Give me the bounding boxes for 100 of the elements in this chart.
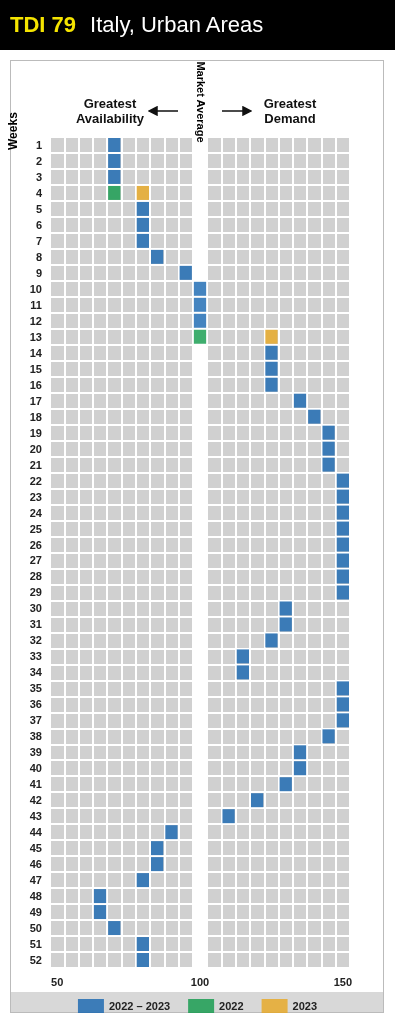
y-tick-label: 4 <box>35 186 43 199</box>
point <box>165 825 178 840</box>
point <box>136 873 149 888</box>
legend-label: 2022 <box>219 1000 244 1012</box>
point <box>236 665 249 680</box>
point <box>193 313 207 328</box>
y-tick-label: 13 <box>29 330 42 343</box>
y-tick-label: 27 <box>29 554 42 567</box>
point <box>336 473 349 488</box>
point <box>151 841 164 856</box>
point <box>136 201 149 216</box>
point <box>322 729 335 744</box>
point <box>236 649 249 664</box>
y-tick-label: 6 <box>35 218 42 231</box>
y-tick-label: 12 <box>29 314 42 327</box>
point <box>336 569 349 584</box>
y-tick-label: 33 <box>29 650 42 663</box>
y-tick-label: 3 <box>35 170 42 183</box>
y-tick-label: 7 <box>35 234 42 247</box>
point <box>193 329 207 344</box>
point <box>93 905 107 920</box>
point <box>336 521 349 536</box>
y-tick-label: 47 <box>29 874 42 887</box>
y-tick-label: 31 <box>29 618 42 631</box>
y-tick-label: 10 <box>29 282 42 295</box>
y-tick-label: 44 <box>29 826 43 839</box>
band-label: Market Average <box>194 61 207 143</box>
y-tick-label: 35 <box>29 682 42 695</box>
point <box>136 937 149 952</box>
point <box>193 297 207 312</box>
chart-title: TDI 79 <box>10 12 77 37</box>
point <box>108 921 121 936</box>
point <box>108 138 121 152</box>
y-tick-label: 41 <box>29 778 42 791</box>
point <box>336 697 349 712</box>
x-tick-label: 50 <box>51 975 64 988</box>
y-tick-label: 22 <box>29 474 42 487</box>
text: Greatest Availability <box>74 96 146 126</box>
legend-label: 2022 – 2023 <box>108 1000 171 1012</box>
point <box>336 489 349 504</box>
y-tick-label: 1 <box>35 138 42 151</box>
point <box>265 633 278 648</box>
y-tick-label: 40 <box>29 762 42 775</box>
point <box>136 185 149 200</box>
y-tick-label: 20 <box>29 442 42 455</box>
y-tick-label: 26 <box>29 538 42 551</box>
point <box>151 857 164 872</box>
point <box>136 953 149 967</box>
point <box>336 713 349 728</box>
y-tick-label: 18 <box>29 410 42 423</box>
point <box>308 409 321 424</box>
y-tick-label: 34 <box>29 666 43 679</box>
y-tick-label: 16 <box>29 378 42 391</box>
point <box>279 777 292 792</box>
point <box>322 457 335 472</box>
point <box>251 793 264 808</box>
chart-subtitle: Italy, Urban Areas <box>90 12 264 37</box>
y-tick-label: 29 <box>29 586 42 599</box>
y-tick-label: 21 <box>29 458 42 471</box>
point <box>179 265 192 280</box>
point <box>336 681 349 696</box>
text: Greatest Demand <box>262 96 318 126</box>
y-tick-label: 51 <box>29 938 42 951</box>
point <box>336 553 349 568</box>
y-tick-label: 36 <box>29 698 42 711</box>
y-tick-label: 39 <box>29 746 42 759</box>
point <box>151 249 164 264</box>
y-tick-label: 8 <box>35 250 42 263</box>
point <box>279 601 292 616</box>
point <box>265 345 278 360</box>
x-tick-label: 100 <box>190 975 210 988</box>
point <box>336 585 349 600</box>
y-tick-label: 46 <box>29 858 42 871</box>
x-tick-label: 150 <box>333 975 353 988</box>
y-tick-label: 5 <box>35 202 42 215</box>
y-tick-label: 37 <box>29 714 42 727</box>
legend-label: 2023 <box>292 1000 318 1012</box>
y-tick-label: 48 <box>29 890 42 903</box>
point <box>322 425 335 440</box>
point <box>265 377 278 392</box>
y-tick-label: 15 <box>29 362 42 375</box>
point <box>279 617 292 632</box>
y-tick-label: 25 <box>29 522 42 535</box>
point <box>193 281 207 296</box>
y-tick-label: 42 <box>29 794 42 807</box>
y-tick-label: 45 <box>29 842 42 855</box>
y-tick-label: 23 <box>29 490 42 503</box>
y-tick-label: 28 <box>29 570 42 583</box>
point <box>108 185 121 200</box>
y-tick-label: 14 <box>29 346 43 359</box>
point <box>222 809 235 824</box>
y-tick-label: 11 <box>30 298 42 311</box>
y-tick-label: 52 <box>29 954 42 967</box>
y-tick-label: 2 <box>35 154 42 167</box>
point <box>293 745 307 760</box>
y-tick-label: 24 <box>29 506 43 519</box>
point <box>136 233 149 248</box>
y-tick-label: 17 <box>29 394 42 407</box>
point <box>93 889 107 904</box>
point <box>336 505 349 520</box>
